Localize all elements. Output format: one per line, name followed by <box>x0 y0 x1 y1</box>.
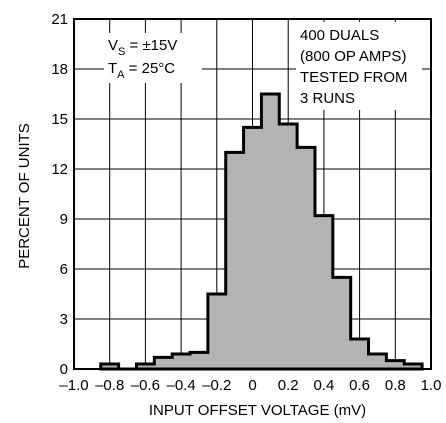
histogram-outline <box>99 92 424 371</box>
sample-note-background <box>296 22 422 110</box>
y-tick-label: 9 <box>60 211 68 228</box>
y-axis-title: PERCENT OF UNITS <box>16 123 33 269</box>
sample-note-line: (800 OP AMPS) <box>300 48 406 65</box>
x-tick-label: 1.0 <box>421 377 442 394</box>
sample-note-line: 3 RUNS <box>300 90 355 107</box>
x-tick-label: 0 <box>248 377 256 394</box>
x-axis-title: INPUT OFFSET VOLTAGE (mV) <box>149 402 366 419</box>
y-tick-label: 21 <box>51 11 68 28</box>
sample-note-line: 400 DUALS <box>300 27 379 44</box>
x-tick-label: 0.6 <box>349 377 370 394</box>
x-tick-label: 0.4 <box>313 377 334 394</box>
conditions-annotation-background <box>104 33 202 83</box>
x-tick-label: –0.6 <box>131 377 160 394</box>
x-tick-label: –0.4 <box>166 377 195 394</box>
x-axis-ticks: –1.0 –0.8 –0.6 –0.4 –0.2 0 0.2 0.4 0.6 0.8 1.0 <box>59 377 441 394</box>
x-tick-label: –1.0 <box>59 377 88 394</box>
temperature-annotation: TA = 25°C <box>108 60 175 81</box>
y-axis-ticks: 0 3 6 9 12 15 18 21 <box>51 11 68 378</box>
y-tick-label: 3 <box>60 311 68 328</box>
y-tick-label: 12 <box>51 161 68 178</box>
supply-voltage-annotation: VS = ±15V <box>108 37 177 58</box>
y-tick-label: 18 <box>51 61 68 78</box>
histogram-area <box>100 94 423 369</box>
y-tick-label: 0 <box>60 361 68 378</box>
x-tick-label: 0.2 <box>278 377 299 394</box>
y-tick-label: 6 <box>60 261 68 278</box>
sample-note-line: TESTED FROM <box>300 69 408 86</box>
y-tick-label: 15 <box>51 111 68 128</box>
x-tick-label: 0.8 <box>385 377 406 394</box>
x-tick-label: –0.8 <box>95 377 124 394</box>
sample-note: 400 DUALS (800 OP AMPS) TESTED FROM 3 RUNS <box>300 27 408 107</box>
x-tick-label: –0.2 <box>202 377 231 394</box>
plot-frame <box>73 18 432 370</box>
